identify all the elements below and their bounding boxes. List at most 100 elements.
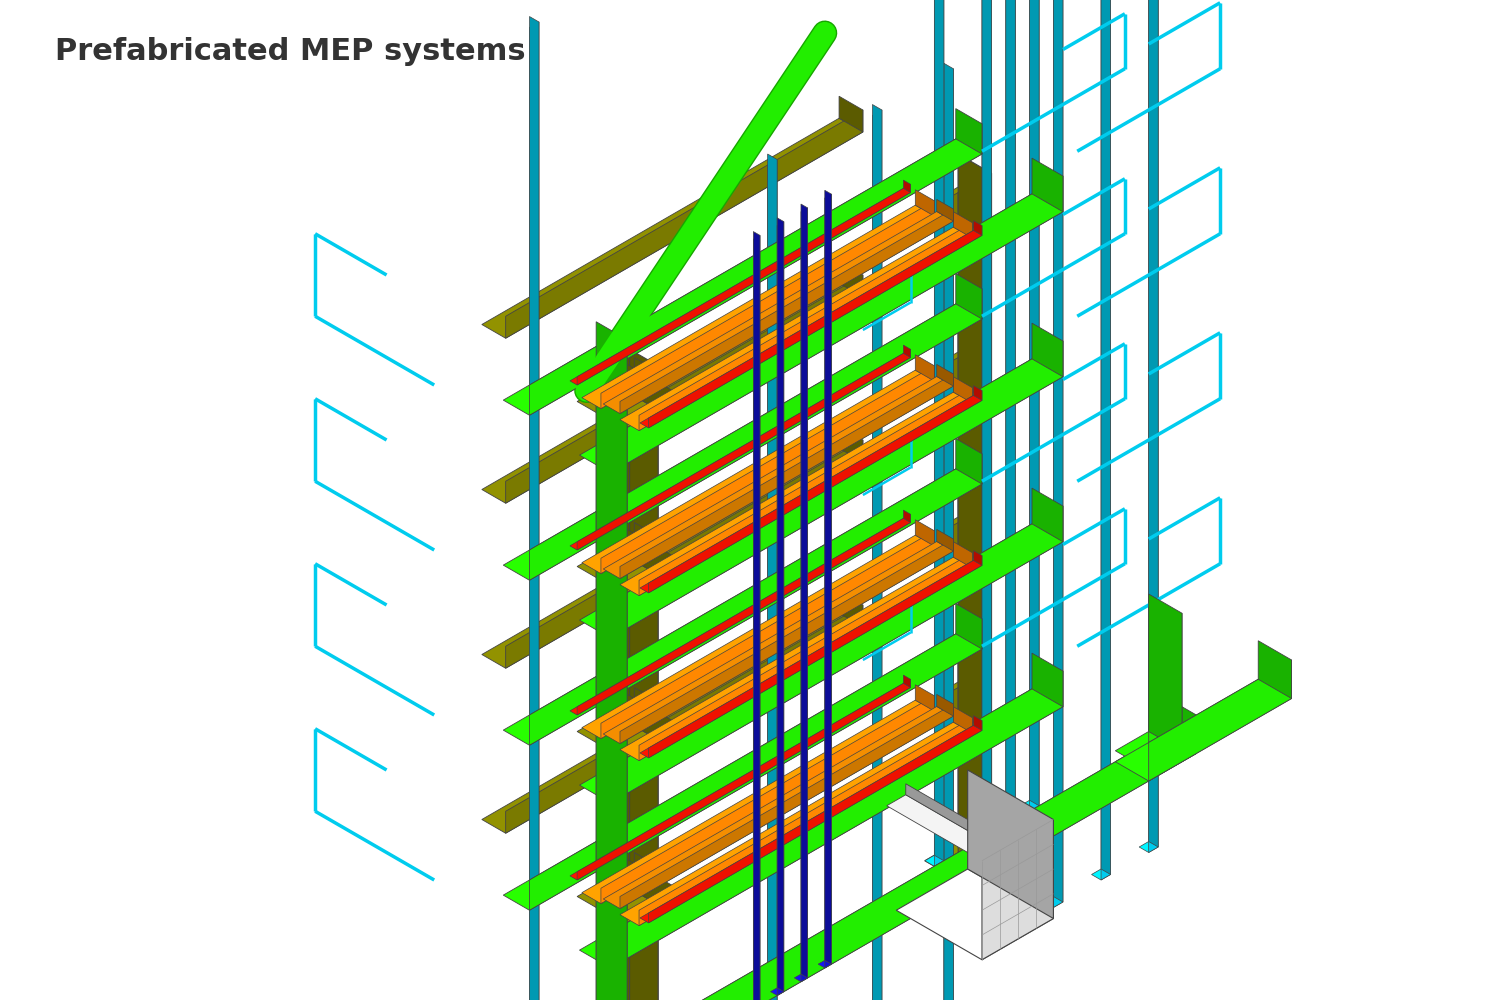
Polygon shape [602,352,982,572]
Polygon shape [1149,0,1158,852]
Polygon shape [582,205,934,409]
Polygon shape [954,377,972,403]
Polygon shape [620,227,972,431]
Polygon shape [624,347,658,1000]
Polygon shape [915,685,934,711]
Polygon shape [982,839,1000,861]
Polygon shape [1101,0,1110,874]
Polygon shape [624,674,982,902]
Polygon shape [801,204,807,978]
Polygon shape [640,560,982,758]
Polygon shape [606,341,630,1000]
Polygon shape [634,358,658,390]
Polygon shape [602,201,934,409]
Polygon shape [610,850,682,918]
Polygon shape [504,139,982,415]
Polygon shape [839,261,862,297]
Polygon shape [896,869,1053,960]
Polygon shape [578,712,682,773]
Polygon shape [956,109,982,154]
Polygon shape [1149,0,1158,847]
Polygon shape [610,685,682,754]
Polygon shape [603,706,954,909]
Polygon shape [954,707,972,733]
Polygon shape [602,377,658,410]
Polygon shape [610,506,1064,803]
Polygon shape [603,211,954,414]
Polygon shape [958,330,982,366]
Polygon shape [903,345,910,358]
Polygon shape [915,190,934,216]
Polygon shape [936,364,954,386]
Polygon shape [958,154,992,861]
Polygon shape [1032,158,1064,212]
Polygon shape [1116,679,1292,781]
Polygon shape [1053,0,1064,902]
Polygon shape [1029,0,1039,811]
Polygon shape [1020,800,1040,811]
Polygon shape [956,439,982,484]
Polygon shape [603,376,954,579]
Polygon shape [1029,0,1039,806]
Polygon shape [648,556,982,758]
Polygon shape [974,716,982,730]
Polygon shape [620,722,972,926]
Polygon shape [482,613,862,833]
Polygon shape [504,304,982,580]
Polygon shape [801,208,807,982]
Polygon shape [602,682,982,902]
Polygon shape [982,820,1053,960]
Polygon shape [768,159,777,1000]
Polygon shape [944,69,954,1000]
Polygon shape [602,872,658,905]
Polygon shape [602,366,934,574]
Polygon shape [839,426,862,462]
Polygon shape [777,218,784,992]
Polygon shape [578,382,682,443]
Text: Prefabricated MEP systems: Prefabricated MEP systems [56,37,525,66]
Polygon shape [606,355,630,1000]
Polygon shape [1032,323,1064,377]
Polygon shape [624,179,982,407]
Polygon shape [506,275,862,503]
Polygon shape [974,551,982,565]
Polygon shape [640,395,982,593]
Polygon shape [1149,660,1292,781]
Polygon shape [974,221,982,235]
Polygon shape [602,187,982,407]
Polygon shape [620,209,954,414]
Polygon shape [578,877,682,938]
Polygon shape [982,0,992,839]
Polygon shape [944,63,954,1000]
Polygon shape [954,542,972,568]
Polygon shape [610,671,1064,968]
Polygon shape [570,683,910,880]
Polygon shape [958,495,982,531]
Polygon shape [602,696,934,904]
Polygon shape [570,518,910,715]
Polygon shape [903,675,910,688]
Polygon shape [1053,0,1064,908]
Polygon shape [530,22,538,1000]
Polygon shape [1101,0,1110,880]
Polygon shape [602,531,934,739]
Polygon shape [596,322,627,1000]
Polygon shape [954,212,972,238]
Polygon shape [582,535,934,739]
Polygon shape [602,542,658,575]
Polygon shape [620,704,954,909]
Polygon shape [873,104,882,1000]
Polygon shape [634,522,658,556]
Polygon shape [648,561,682,608]
Polygon shape [610,176,1064,473]
Polygon shape [1258,641,1292,698]
Polygon shape [753,235,760,1000]
Polygon shape [873,110,882,1000]
Polygon shape [570,188,910,385]
Polygon shape [648,226,982,428]
Polygon shape [578,184,910,385]
Polygon shape [926,855,944,866]
Polygon shape [582,700,934,904]
Polygon shape [624,701,658,740]
Polygon shape [579,194,1064,473]
